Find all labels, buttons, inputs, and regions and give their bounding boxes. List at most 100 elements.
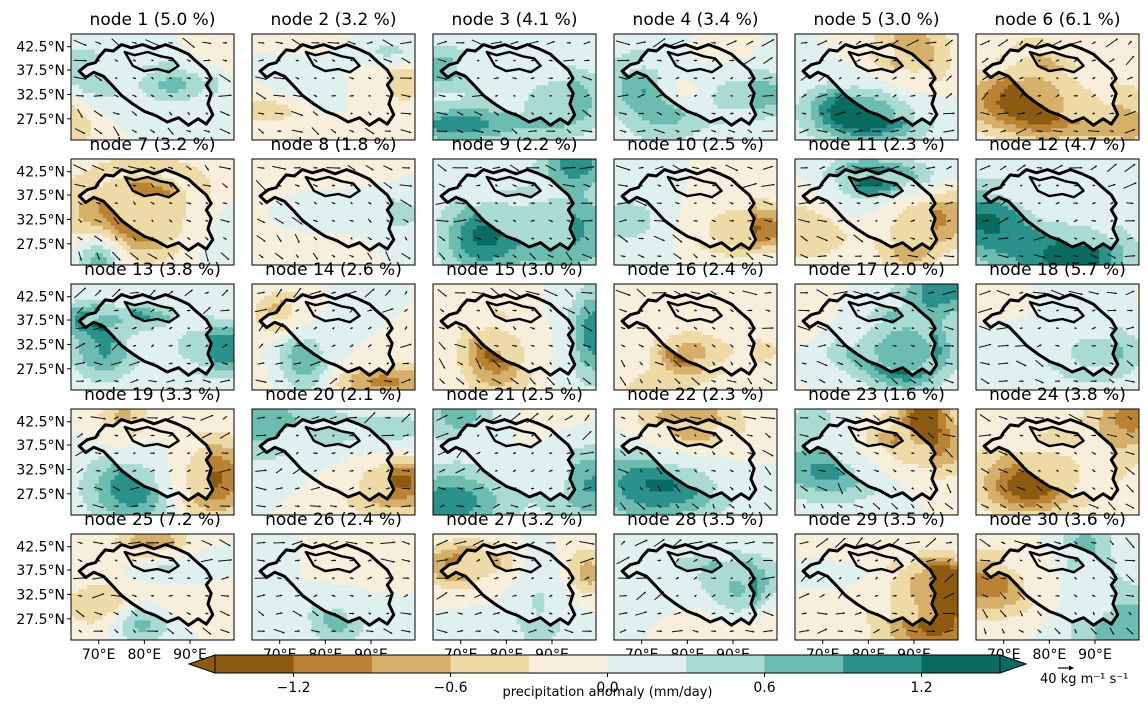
panel-title: node 22 (2.3 %) <box>627 385 764 405</box>
x-tick-label: 80°E <box>128 647 162 663</box>
panel-node-29: node 29 (3.5 %)70°E80°E90°E <box>795 510 958 663</box>
y-tick-label: 27.5°N <box>16 237 65 253</box>
panel-node-23: node 23 (1.6 %) <box>795 385 958 515</box>
quiver-key: 40 kg m⁻¹ s⁻¹ <box>1040 666 1128 688</box>
anomaly-field <box>614 534 777 640</box>
y-tick-label: 37.5°N <box>16 313 65 329</box>
anomaly-field <box>252 284 415 390</box>
anomaly-field <box>976 159 1139 265</box>
panel-title: node 4 (3.4 %) <box>633 10 759 30</box>
panel-title: node 11 (2.3 %) <box>808 135 945 155</box>
y-tick-label: 32.5°N <box>16 337 65 353</box>
panel-node-7: node 7 (3.2 %)42.5°N37.5°N32.5°N27.5°N <box>16 135 234 265</box>
colorbar-segment <box>529 655 608 673</box>
panel-node-19: node 19 (3.3 %)42.5°N37.5°N32.5°N27.5°N <box>16 385 234 515</box>
y-tick-label: 27.5°N <box>16 112 65 128</box>
colorbar-segment <box>372 655 451 673</box>
y-tick-label: 42.5°N <box>16 165 65 181</box>
anomaly-field <box>614 159 777 265</box>
panel-node-22: node 22 (2.3 %) <box>614 385 777 515</box>
colorbar-segment <box>843 655 922 673</box>
panel-title: node 14 (2.6 %) <box>265 260 402 280</box>
panel-node-12: node 12 (4.7 %) <box>976 135 1139 265</box>
y-tick-label: 42.5°N <box>16 540 65 556</box>
anomaly-field <box>433 159 596 265</box>
anomaly-field <box>976 534 1139 640</box>
anomaly-field <box>252 409 415 515</box>
panel-node-13: node 13 (3.8 %) 42.5°N 37.5°N 32.5°N 27.5°N <box>16 260 234 390</box>
y-tick-label: 27.5°N <box>16 362 65 378</box>
y-tick-label: 37.5°N <box>16 438 65 454</box>
panel-node-25: node 25 (7.2 %)42.5°N37.5°N32.5°N27.5°N7… <box>16 510 234 663</box>
y-tick-label: 42.5°N <box>16 290 65 306</box>
panel-node-16: node 16 (2.4 %) <box>614 260 777 390</box>
quiver-key-label: 40 kg m⁻¹ s⁻¹ <box>1040 672 1128 687</box>
anomaly-field <box>976 34 1139 140</box>
panel-node-11: node 11 (2.3 %) <box>795 135 958 265</box>
colorbar-segment <box>922 655 1001 673</box>
panel-title: node 12 (4.7 %) <box>989 135 1126 155</box>
panel-title: node 6 (6.1 %) <box>995 10 1121 30</box>
panel-node-26: node 26 (2.4 %)70°E80°E90°E <box>252 510 415 663</box>
colorbar-segment <box>215 655 294 673</box>
panel-node-24: node 24 (3.8 %) <box>976 385 1139 515</box>
anomaly-field <box>976 284 1139 390</box>
panel-title: node 10 (2.5 %) <box>627 135 764 155</box>
colorbar-tick-label: −1.2 <box>277 680 311 696</box>
colorbar-segment <box>608 655 687 673</box>
panel-title: node 17 (2.0 %) <box>808 260 945 280</box>
anomaly-field <box>795 409 958 515</box>
anomaly-field <box>795 534 958 640</box>
anomaly-field <box>614 409 777 515</box>
panel-title: node 27 (3.2 %) <box>446 510 583 530</box>
panel-node-17: node 17 (2.0 %) <box>795 260 958 390</box>
panel-title: node 13 (3.8 %) <box>84 260 221 280</box>
y-tick-label: 32.5°N <box>16 212 65 228</box>
panel-node-1: node 1 (5.0 %)42.5°N37.5°N32.5°N27.5°N <box>16 10 234 140</box>
colorbar-label: precipitation anomaly (mm/day) <box>502 685 712 700</box>
panel-node-3: node 3 (4.1 %) <box>433 10 596 140</box>
y-tick-label: 32.5°N <box>16 462 65 478</box>
panel-title: node 16 (2.4 %) <box>627 260 764 280</box>
panel-title: node 18 (5.7 %) <box>989 260 1126 280</box>
anomaly-field <box>433 409 596 515</box>
panel-title: node 3 (4.1 %) <box>452 10 578 30</box>
colorbar-segment <box>451 655 530 673</box>
panel-title: node 24 (3.8 %) <box>989 385 1126 405</box>
panel-title: node 29 (3.5 %) <box>808 510 945 530</box>
y-tick-label: 37.5°N <box>16 63 65 79</box>
colorbar-tick-label: 1.2 <box>910 680 932 696</box>
y-tick-label: 37.5°N <box>16 188 65 204</box>
panel-title: node 30 (3.6 %) <box>989 510 1126 530</box>
colorbar-segment <box>294 655 373 673</box>
panel-title: node 25 (7.2 %) <box>84 510 221 530</box>
anomaly-field <box>71 284 234 390</box>
anomaly-field <box>433 284 596 390</box>
anomaly-field <box>795 284 958 390</box>
panel-title: node 23 (1.6 %) <box>808 385 945 405</box>
y-tick-label: 42.5°N <box>16 40 65 56</box>
colorbar-segment <box>686 655 765 673</box>
anomaly-field <box>795 34 958 140</box>
anomaly-field <box>71 534 234 640</box>
panel-node-27: node 27 (3.2 %)70°E80°E90°E <box>433 510 596 663</box>
colorbar-segment <box>765 655 844 673</box>
panel-node-6: node 6 (6.1 %) <box>976 10 1139 140</box>
x-tick-label: 70°E <box>82 647 116 663</box>
panel-title: node 2 (3.2 %) <box>271 10 397 30</box>
panel-title: node 21 (2.5 %) <box>446 385 583 405</box>
x-tick-label: 80°E <box>1033 647 1067 663</box>
colorbar-tick-label: 0.6 <box>753 680 775 696</box>
anomaly-field <box>614 284 777 390</box>
panel-title: node 5 (3.0 %) <box>814 10 940 30</box>
panel-node-8: node 8 (1.8 %) <box>252 135 415 265</box>
panel-node-14: node 14 (2.6 %) <box>252 260 415 390</box>
panel-node-9: node 9 (2.2 %) <box>433 135 596 265</box>
y-tick-label: 42.5°N <box>16 415 65 431</box>
y-tick-label: 32.5°N <box>16 87 65 103</box>
anomaly-field <box>433 34 596 140</box>
panel-title: node 26 (2.4 %) <box>265 510 402 530</box>
